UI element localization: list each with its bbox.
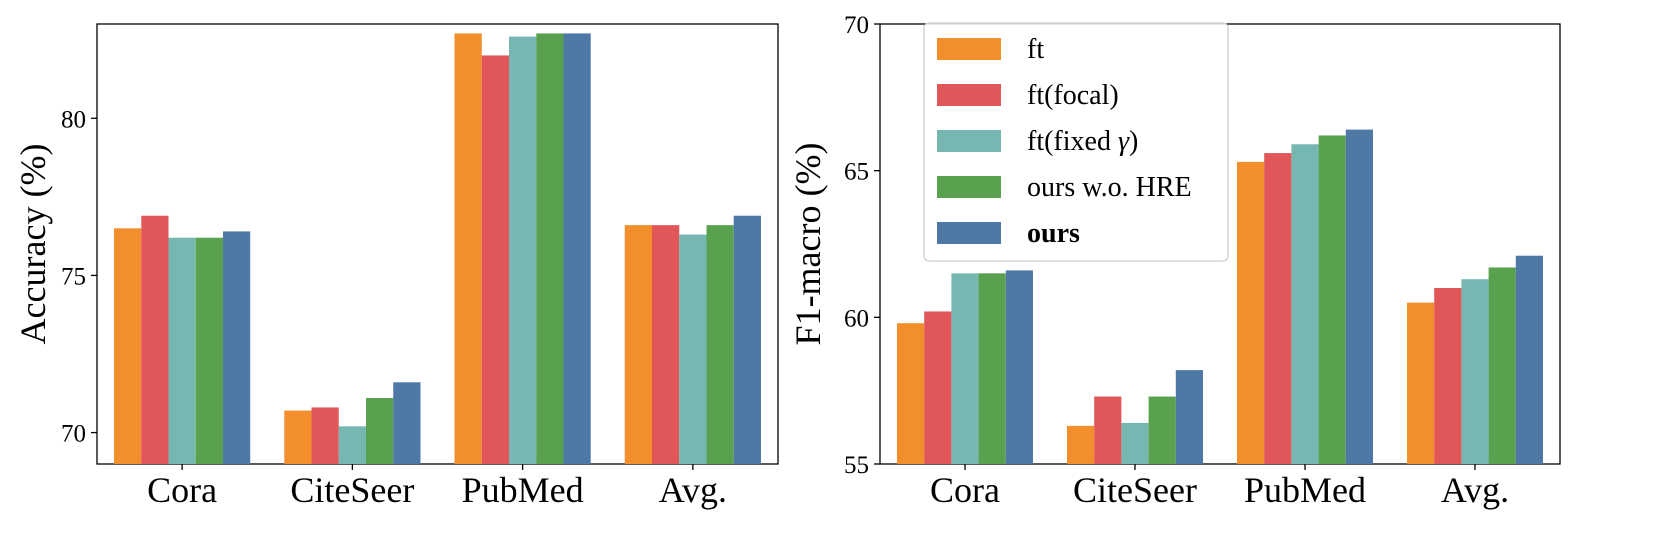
accuracy-plot-area [96, 23, 779, 465]
f1-macro-bar-citeseer-ours [1175, 370, 1203, 464]
accuracy-bar-avg-ft-fixed [679, 234, 707, 464]
legend-entry-ft-focal: ft(focal) [937, 80, 1119, 111]
legend-label-4: ours w.o. HRE [1027, 172, 1192, 203]
legend-label-1: ft [1027, 34, 1044, 65]
legend-label-text: ours w.o. HRE [1027, 172, 1192, 203]
legend-swatch-1 [937, 38, 1001, 60]
accuracy-bar-avg-ft-focal [652, 225, 680, 464]
f1-macro-x-tick-label-pubmed: PubMed [1244, 470, 1366, 510]
legend-entry-ours-w-o-hre: ours w.o. HRE [937, 172, 1192, 203]
f1-macro-y-ticks: 55 60 65 70 [844, 12, 880, 479]
f1-macro-bars [897, 129, 1543, 464]
f1-macro-bar-avg-ft-fixed [1461, 279, 1489, 464]
f1-macro-x-tick-label-avg: Avg. [1441, 470, 1509, 510]
accuracy-bar-cora-ft-focal [141, 215, 169, 464]
accuracy-bar-citeseer-ours-w-o-hre [366, 398, 394, 464]
legend-swatch-3 [937, 130, 1001, 152]
f1-macro-bar-pubmed-ours [1345, 129, 1373, 464]
accuracy-chart: 70 75 80 Cora CiteSeer PubMed Avg. Accuracy (… [13, 23, 779, 510]
accuracy-bar-avg-ours [733, 215, 761, 464]
accuracy-bar-pubmed-ours-w-o-hre [536, 33, 564, 465]
accuracy-bar-avg-ours-w-o-hre [706, 225, 734, 464]
accuracy-y-tick-label-75: 75 [61, 263, 86, 290]
accuracy-bar-citeseer-ft-fixed [338, 426, 366, 464]
f1-macro-y-tick-label-70: 70 [844, 12, 869, 39]
legend-label-text: ft(fixed [1027, 126, 1118, 157]
legend-label-suffix: ) [1129, 126, 1138, 157]
accuracy-x-ticks: Cora CiteSeer PubMed Avg. [147, 464, 727, 510]
f1-macro-bar-pubmed-ft [1237, 161, 1265, 464]
accuracy-bar-pubmed-ft [454, 33, 482, 465]
legend-frame [923, 22, 1229, 262]
f1-macro-x-tick-label-citeseer: CiteSeer [1073, 470, 1197, 510]
f1-macro-bar-cora-ours [1005, 270, 1033, 464]
legend-label-5: ours [1027, 218, 1080, 249]
legend-entry-ours: ours [937, 218, 1080, 249]
accuracy-x-tick-label-cora: Cora [147, 470, 217, 510]
accuracy-x-tick-label-avg: Avg. [659, 470, 727, 510]
f1-macro-bar-pubmed-ours-w-o-hre [1318, 135, 1346, 464]
accuracy-bar-citeseer-ours [393, 382, 421, 464]
accuracy-bar-cora-ours [222, 231, 251, 464]
accuracy-bar-cora-ft-fixed [168, 237, 196, 464]
f1-macro-y-tick-label-60: 60 [844, 305, 869, 332]
legend-swatch-2 [937, 84, 1001, 106]
accuracy-bars [114, 33, 761, 465]
f1-macro-bar-cora-ft-fixed [951, 273, 979, 464]
f1-macro-chart: 55 60 65 70 Cora CiteSeer PubMed Avg. F1-macro… [788, 12, 1561, 510]
legend-label-symbol: γ [1118, 126, 1130, 157]
accuracy-x-tick-label-citeseer: CiteSeer [290, 470, 414, 510]
f1-macro-bar-cora-ours-w-o-hre [978, 273, 1006, 464]
legend-label-2: ft(focal) [1027, 80, 1119, 111]
accuracy-y-tick-label-80: 80 [61, 106, 86, 133]
f1-macro-bar-citeseer-ft-fixed [1121, 422, 1149, 464]
f1-macro-bar-avg-ours [1515, 255, 1543, 464]
f1-macro-x-tick-label-cora: Cora [930, 470, 1000, 510]
accuracy-bar-pubmed-ours [563, 33, 591, 465]
accuracy-bar-pubmed-ft-fixed [509, 36, 537, 464]
accuracy-bar-avg-ft [624, 225, 653, 464]
f1-macro-y-tick-label-65: 65 [844, 159, 869, 186]
f1-macro-y-axis-label: F1-macro (%) [788, 143, 828, 346]
f1-macro-bar-cora-ft-focal [924, 311, 952, 464]
f1-macro-bar-citeseer-ours-w-o-hre [1148, 396, 1176, 464]
f1-macro-bar-avg-ft-focal [1434, 288, 1462, 464]
accuracy-bar-pubmed-ft-focal [481, 55, 509, 465]
f1-macro-bar-avg-ours-w-o-hre [1488, 267, 1516, 464]
f1-macro-x-ticks: Cora CiteSeer PubMed Avg. [930, 464, 1509, 510]
f1-macro-y-tick-label-55: 55 [844, 452, 869, 479]
legend-label-3: ft(fixed γ) [1027, 126, 1138, 157]
legend-swatch-5 [937, 222, 1001, 244]
f1-macro-bar-pubmed-ft-fixed [1291, 144, 1319, 464]
accuracy-bar-citeseer-ft [284, 410, 312, 464]
legend-label-text: ft(focal) [1027, 80, 1119, 111]
f1-macro-bar-avg-ft [1407, 302, 1435, 464]
legend-entry-ft-fixed: ft(fixed γ) [937, 126, 1138, 157]
f1-macro-bar-cora-ft [897, 323, 925, 464]
accuracy-x-tick-label-pubmed: PubMed [462, 470, 584, 510]
legend-label-text: ft [1027, 34, 1044, 65]
f1-macro-bar-citeseer-ft [1067, 425, 1095, 464]
accuracy-y-tick-label-70: 70 [61, 421, 86, 448]
legend-entry-ft: ft [937, 34, 1044, 65]
accuracy-y-ticks: 70 75 80 [61, 106, 97, 448]
accuracy-y-axis-label: Accuracy (%) [13, 144, 53, 345]
legend: ft ft(focal) ft(fixed γ) ours w.o. HRE ours [923, 22, 1229, 262]
legend-label-text: ours [1027, 218, 1080, 249]
accuracy-bar-cora-ft [114, 228, 142, 464]
f1-macro-bar-citeseer-ft-focal [1094, 396, 1122, 464]
legend-swatch-4 [937, 176, 1001, 198]
accuracy-bar-cora-ours-w-o-hre [195, 237, 223, 464]
accuracy-bar-citeseer-ft-focal [311, 407, 339, 464]
f1-macro-bar-pubmed-ft-focal [1264, 153, 1292, 464]
